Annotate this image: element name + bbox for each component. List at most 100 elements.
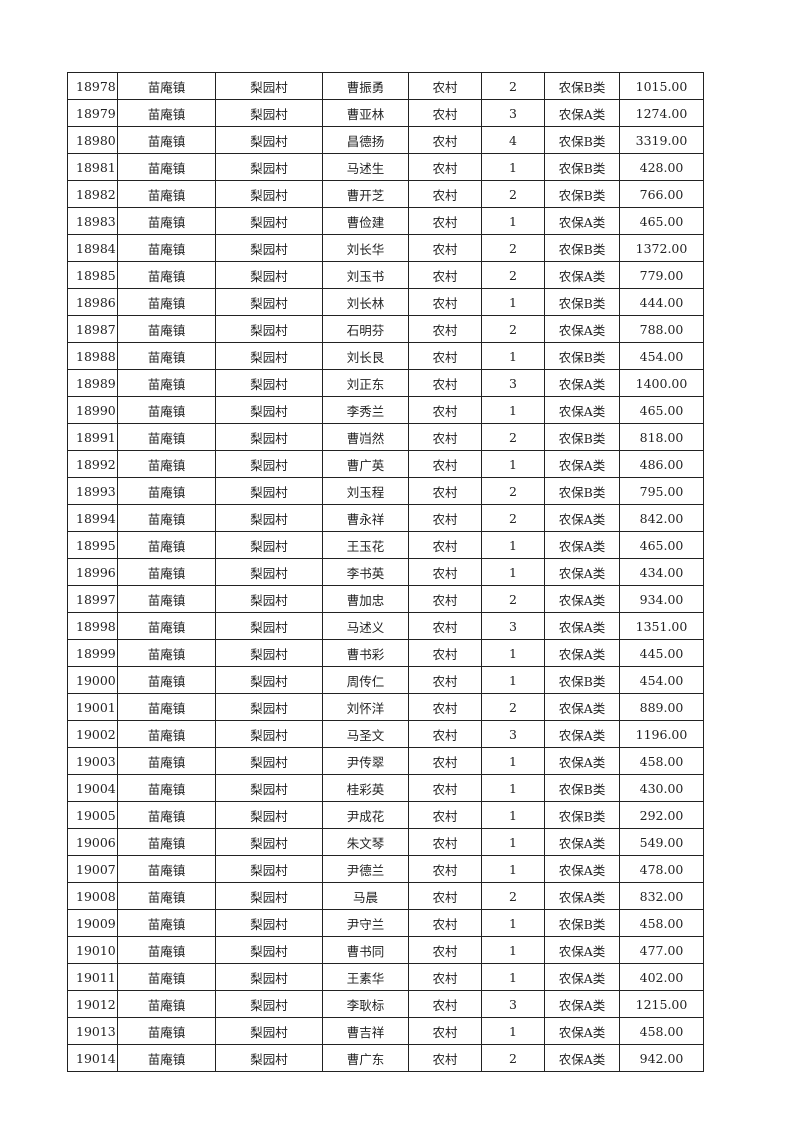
town-cell: 苗庵镇 — [117, 612, 216, 640]
insurance-category-cell: 农保A类 — [544, 828, 620, 856]
amount-cell: 889.00 — [619, 693, 704, 721]
table-row: 18989 苗庵镇 梨园村 刘正东 农村 3 农保A类 1400.00 — [67, 369, 704, 397]
row-id-cell: 18990 — [67, 396, 118, 424]
table-row: 18980 苗庵镇 梨园村 昌德扬 农村 4 农保B类 3319.00 — [67, 126, 704, 154]
insurance-category-cell: 农保A类 — [544, 990, 620, 1018]
amount-cell: 832.00 — [619, 882, 704, 910]
town-cell: 苗庵镇 — [117, 126, 216, 154]
village-cell: 梨园村 — [215, 315, 323, 343]
household-type-cell: 农村 — [408, 450, 482, 478]
village-cell: 梨园村 — [215, 558, 323, 586]
village-cell: 梨园村 — [215, 936, 323, 964]
village-cell: 梨园村 — [215, 288, 323, 316]
village-cell: 梨园村 — [215, 396, 323, 424]
amount-cell: 486.00 — [619, 450, 704, 478]
row-id-cell: 18988 — [67, 342, 118, 370]
village-cell: 梨园村 — [215, 612, 323, 640]
amount-cell: 478.00 — [619, 855, 704, 883]
row-id-cell: 18995 — [67, 531, 118, 559]
insurance-category-cell: 农保A类 — [544, 747, 620, 775]
name-cell: 刘长华 — [322, 234, 409, 262]
table-row: 19013 苗庵镇 梨园村 曹吉祥 农村 1 农保A类 458.00 — [67, 1017, 704, 1045]
amount-cell: 934.00 — [619, 585, 704, 613]
name-cell: 李耿标 — [322, 990, 409, 1018]
insurance-category-cell: 农保A类 — [544, 207, 620, 235]
insurance-category-cell: 农保A类 — [544, 693, 620, 721]
village-cell: 梨园村 — [215, 531, 323, 559]
insurance-category-cell: 农保B类 — [544, 423, 620, 451]
member-count-cell: 3 — [481, 720, 545, 748]
town-cell: 苗庵镇 — [117, 855, 216, 883]
name-cell: 桂彩英 — [322, 774, 409, 802]
household-type-cell: 农村 — [408, 963, 482, 991]
household-type-cell: 农村 — [408, 423, 482, 451]
table-row: 18995 苗庵镇 梨园村 王玉花 农村 1 农保A类 465.00 — [67, 531, 704, 559]
amount-cell: 818.00 — [619, 423, 704, 451]
member-count-cell: 2 — [481, 180, 545, 208]
amount-cell: 465.00 — [619, 531, 704, 559]
village-cell: 梨园村 — [215, 1017, 323, 1045]
name-cell: 曹加忠 — [322, 585, 409, 613]
row-id-cell: 19001 — [67, 693, 118, 721]
name-cell: 马述义 — [322, 612, 409, 640]
row-id-cell: 18989 — [67, 369, 118, 397]
amount-cell: 795.00 — [619, 477, 704, 505]
table-row: 19005 苗庵镇 梨园村 尹成花 农村 1 农保B类 292.00 — [67, 801, 704, 829]
village-cell: 梨园村 — [215, 207, 323, 235]
town-cell: 苗庵镇 — [117, 99, 216, 127]
village-cell: 梨园村 — [215, 666, 323, 694]
village-cell: 梨园村 — [215, 828, 323, 856]
name-cell: 石明芬 — [322, 315, 409, 343]
town-cell: 苗庵镇 — [117, 180, 216, 208]
member-count-cell: 1 — [481, 936, 545, 964]
table-row: 18990 苗庵镇 梨园村 李秀兰 农村 1 农保A类 465.00 — [67, 396, 704, 424]
row-id-cell: 19005 — [67, 801, 118, 829]
town-cell: 苗庵镇 — [117, 396, 216, 424]
town-cell: 苗庵镇 — [117, 882, 216, 910]
amount-cell: 458.00 — [619, 1017, 704, 1045]
table-row: 18998 苗庵镇 梨园村 马述义 农村 3 农保A类 1351.00 — [67, 612, 704, 640]
household-type-cell: 农村 — [408, 477, 482, 505]
member-count-cell: 1 — [481, 855, 545, 883]
village-cell: 梨园村 — [215, 801, 323, 829]
name-cell: 李秀兰 — [322, 396, 409, 424]
amount-cell: 402.00 — [619, 963, 704, 991]
row-id-cell: 18986 — [67, 288, 118, 316]
household-type-cell: 农村 — [408, 261, 482, 289]
village-cell: 梨园村 — [215, 1044, 323, 1072]
town-cell: 苗庵镇 — [117, 720, 216, 748]
village-cell: 梨园村 — [215, 261, 323, 289]
village-cell: 梨园村 — [215, 504, 323, 532]
member-count-cell: 1 — [481, 153, 545, 181]
household-type-cell: 农村 — [408, 585, 482, 613]
member-count-cell: 1 — [481, 288, 545, 316]
row-id-cell: 18996 — [67, 558, 118, 586]
member-count-cell: 3 — [481, 369, 545, 397]
name-cell: 曹书彩 — [322, 639, 409, 667]
town-cell: 苗庵镇 — [117, 72, 216, 100]
town-cell: 苗庵镇 — [117, 990, 216, 1018]
town-cell: 苗庵镇 — [117, 639, 216, 667]
row-id-cell: 18984 — [67, 234, 118, 262]
insurance-category-cell: 农保A类 — [544, 99, 620, 127]
member-count-cell: 1 — [481, 774, 545, 802]
town-cell: 苗庵镇 — [117, 450, 216, 478]
town-cell: 苗庵镇 — [117, 774, 216, 802]
table-row: 18997 苗庵镇 梨园村 曹加忠 农村 2 农保A类 934.00 — [67, 585, 704, 613]
insurance-category-cell: 农保B类 — [544, 342, 620, 370]
household-type-cell: 农村 — [408, 315, 482, 343]
member-count-cell: 2 — [481, 234, 545, 262]
table-row: 18978 苗庵镇 梨园村 曹振勇 农村 2 农保B类 1015.00 — [67, 72, 704, 100]
household-type-cell: 农村 — [408, 720, 482, 748]
household-type-cell: 农村 — [408, 612, 482, 640]
insurance-category-cell: 农保A类 — [544, 639, 620, 667]
member-count-cell: 3 — [481, 612, 545, 640]
member-count-cell: 2 — [481, 882, 545, 910]
insurance-category-cell: 农保B类 — [544, 180, 620, 208]
row-id-cell: 18998 — [67, 612, 118, 640]
name-cell: 李书英 — [322, 558, 409, 586]
town-cell: 苗庵镇 — [117, 828, 216, 856]
name-cell: 曹岿然 — [322, 423, 409, 451]
town-cell: 苗庵镇 — [117, 558, 216, 586]
town-cell: 苗庵镇 — [117, 1017, 216, 1045]
